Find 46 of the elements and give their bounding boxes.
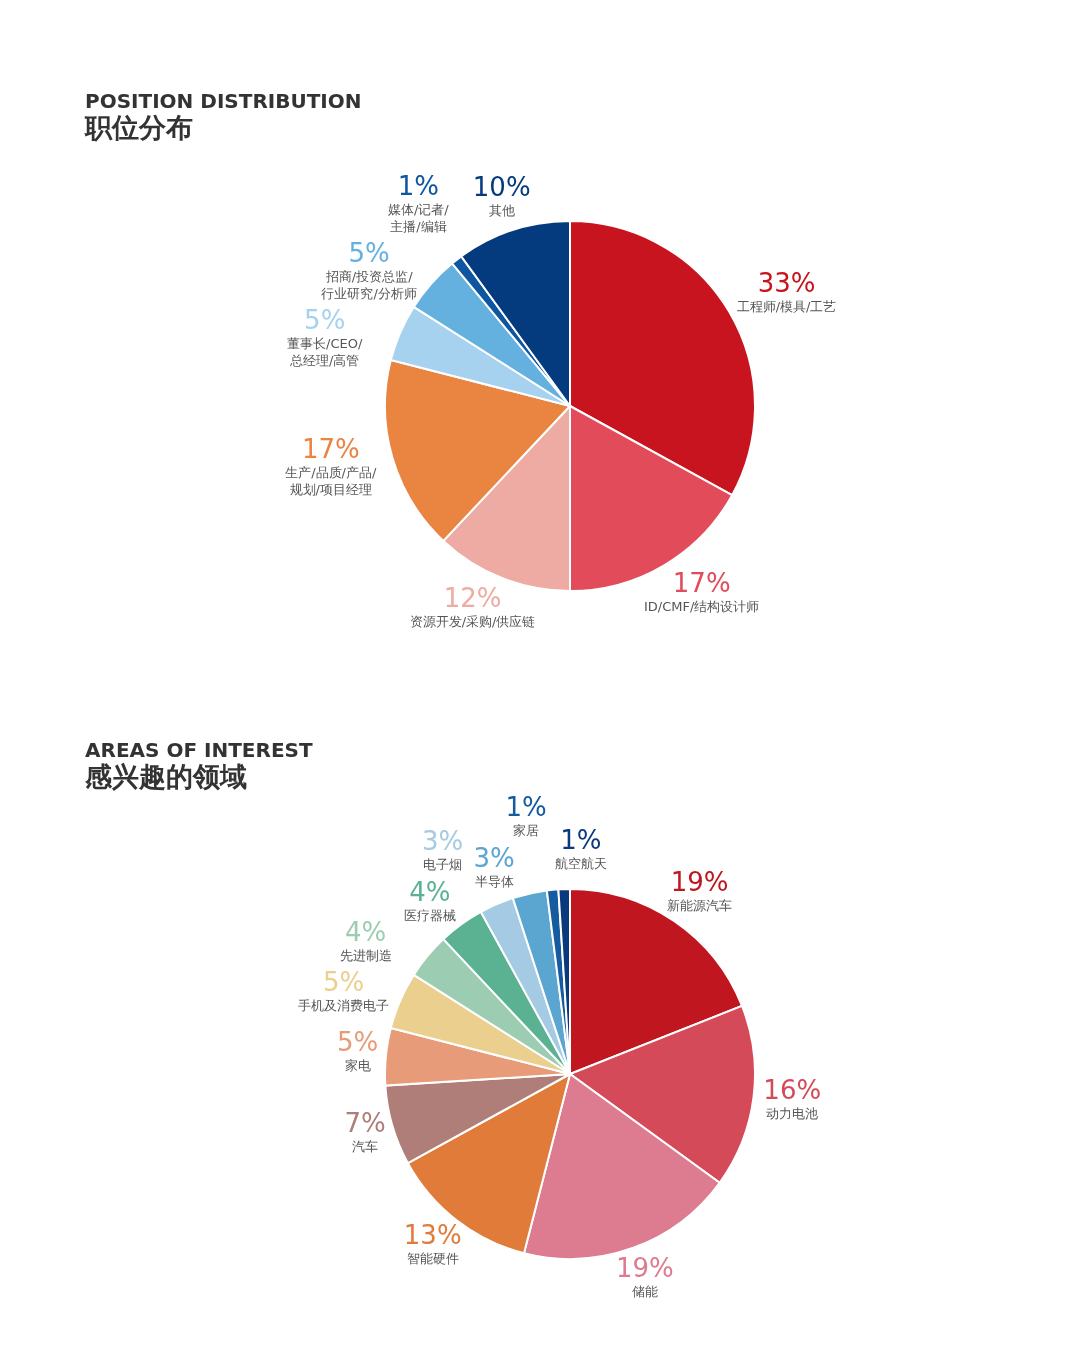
data-label: 17%: [301, 434, 360, 465]
chart-title: AREAS OF INTEREST: [85, 738, 313, 763]
data-label: 16%: [763, 1074, 822, 1105]
slice-label: 家电: [344, 1057, 371, 1073]
slice-label: 其他: [488, 202, 515, 218]
data-label: 3%: [473, 842, 515, 873]
data-label: 19%: [670, 866, 729, 897]
slice-label: 汽车: [352, 1139, 379, 1155]
slice-label: 航空航天: [554, 855, 607, 871]
slice-label: 电子烟: [423, 857, 463, 873]
slice-label: 资源开发/采购/供应链: [409, 613, 536, 629]
chart-subtitle: 职位分布: [84, 112, 193, 143]
slice-label: ID/CMF/结构设计师: [644, 598, 760, 614]
data-label: 5%: [348, 238, 390, 269]
data-label: 4%: [345, 917, 387, 948]
data-label: 33%: [757, 268, 816, 299]
data-label: 19%: [615, 1253, 674, 1284]
slice-label: 媒体/记者/ 主播/编辑: [387, 201, 450, 234]
data-label: 13%: [403, 1220, 462, 1251]
slice-label: 招商/投资总监/ 行业研究/分析师: [321, 269, 417, 302]
chart-subtitle: 感兴趣的领域: [84, 761, 247, 793]
data-label: 10%: [472, 171, 531, 202]
data-label: 12%: [443, 582, 502, 613]
slice-label: 生产/品质/产品/ 规划/项目经理: [285, 465, 377, 498]
data-label: 17%: [672, 567, 731, 598]
slice-label: 先进制造: [339, 948, 392, 964]
slice-label: 工程师/模具/工艺: [736, 299, 837, 315]
data-label: 4%: [409, 876, 451, 907]
slice-label: 医疗器械: [403, 907, 456, 923]
data-label: 1%: [560, 824, 602, 855]
slice-label: 董事长/CEO/ 总经理/高管: [287, 336, 363, 369]
slice-label: 半导体: [474, 873, 514, 889]
data-label: 5%: [322, 967, 365, 998]
data-label: 1%: [505, 792, 547, 823]
slice-label: 储能: [631, 1284, 658, 1300]
data-label: 5%: [304, 305, 346, 336]
data-label: 5%: [337, 1026, 379, 1057]
data-label: 7%: [344, 1108, 386, 1139]
chart-title: POSITION DISTRIBUTION: [85, 89, 362, 113]
slice-label: 手机及消费电子: [298, 998, 390, 1014]
data-label: 1%: [397, 170, 439, 201]
slice-label: 动力电池: [766, 1105, 819, 1121]
slice-label: 智能硬件: [406, 1251, 459, 1267]
slice-label: 新能源汽车: [667, 897, 733, 913]
data-label: 3%: [421, 826, 464, 857]
slice-label: 家居: [513, 823, 540, 839]
